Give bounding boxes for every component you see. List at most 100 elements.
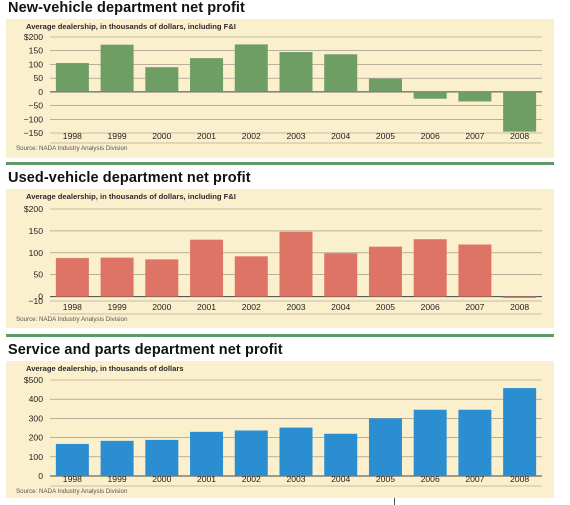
- bar: [503, 91, 537, 132]
- divider: [394, 498, 395, 505]
- x-tick-label: 2004: [331, 302, 350, 312]
- bar: [55, 443, 89, 476]
- bar: [324, 433, 358, 476]
- bar: [55, 258, 89, 297]
- x-tick-label: 2002: [242, 302, 261, 312]
- bar: [368, 246, 402, 297]
- x-tick-label: 2007: [465, 302, 484, 312]
- service-parts-chart: Average dealership, in thousands of doll…: [16, 364, 542, 495]
- chart-title: Used-vehicle department net profit: [8, 170, 251, 186]
- y-tick-label: 150: [29, 226, 44, 236]
- bar: [503, 388, 537, 476]
- bar: [368, 418, 402, 476]
- y-tick-label: 300: [29, 413, 44, 423]
- y-tick-label: 100: [29, 248, 44, 258]
- y-tick-label: $200: [24, 32, 43, 42]
- x-tick-label: 2001: [197, 474, 216, 484]
- x-tick-label: 2000: [152, 302, 171, 312]
- y-tick-label: 0: [38, 292, 43, 302]
- x-tick-label: 2005: [376, 131, 395, 141]
- source-note: Source: NADA Industry Analysis Division: [16, 316, 128, 323]
- bar: [190, 58, 224, 92]
- separator-line: [6, 162, 554, 165]
- y-tick-label: −50: [28, 101, 43, 111]
- bar: [190, 239, 224, 297]
- bar: [458, 409, 492, 476]
- bar: [368, 78, 402, 92]
- y-tick-label: −100: [24, 114, 44, 124]
- x-tick-label: 2006: [421, 474, 440, 484]
- x-tick-label: 1998: [63, 302, 82, 312]
- y-tick-label: $200: [24, 204, 43, 214]
- bar: [100, 440, 134, 476]
- y-tick-label: 400: [29, 394, 44, 404]
- bar: [55, 63, 89, 92]
- y-tick-label: 150: [29, 46, 44, 56]
- x-tick-label: 1999: [108, 474, 127, 484]
- bar: [234, 256, 268, 297]
- y-tick-label: 50: [33, 270, 43, 280]
- x-tick-label: 2006: [421, 302, 440, 312]
- service-parts-panel: Service and parts department net profit …: [6, 342, 554, 498]
- x-tick-label: 1999: [108, 131, 127, 141]
- y-tick-label: −10: [28, 296, 43, 306]
- x-tick-label: 2001: [197, 302, 216, 312]
- x-tick-label: 2006: [421, 131, 440, 141]
- bar: [234, 44, 268, 92]
- used-vehicle-panel: Used-vehicle department net profit Avera…: [6, 170, 554, 330]
- x-tick-label: 2007: [465, 131, 484, 141]
- y-tick-label: 200: [29, 433, 44, 443]
- x-tick-label: 1998: [63, 474, 82, 484]
- y-tick-label: 0: [38, 471, 43, 481]
- x-tick-label: 2003: [286, 474, 305, 484]
- x-tick-label: 2007: [465, 474, 484, 484]
- chart-title: Service and parts department net profit: [8, 342, 283, 358]
- bar: [145, 439, 179, 476]
- chart-subtitle: Average dealership, in thousands of doll…: [26, 22, 236, 31]
- bar: [145, 259, 179, 297]
- bar: [279, 52, 313, 92]
- y-tick-label: −150: [24, 128, 44, 138]
- bar: [324, 54, 358, 92]
- chart-area: Average dealership, in thousands of doll…: [6, 189, 554, 328]
- x-tick-label: 2000: [152, 474, 171, 484]
- bar: [279, 427, 313, 476]
- x-tick-label: 2003: [286, 131, 305, 141]
- bar: [458, 244, 492, 297]
- x-tick-label: 2004: [331, 131, 350, 141]
- y-tick-label: 100: [29, 452, 44, 462]
- x-tick-label: 2002: [242, 131, 261, 141]
- chart-area: Average dealership, in thousands of doll…: [6, 19, 554, 158]
- x-tick-label: 2005: [376, 302, 395, 312]
- separator-line: [6, 334, 554, 337]
- x-tick-label: 2008: [510, 302, 529, 312]
- bar: [279, 231, 313, 297]
- chart-area: Average dealership, in thousands of doll…: [6, 361, 554, 498]
- bar: [413, 409, 447, 476]
- bar: [190, 431, 224, 476]
- x-tick-label: 1999: [108, 302, 127, 312]
- bar: [458, 91, 492, 102]
- bar: [234, 430, 268, 476]
- bar: [145, 67, 179, 92]
- x-tick-label: 2008: [510, 131, 529, 141]
- x-tick-label: 2003: [286, 302, 305, 312]
- chart-subtitle: Average dealership, in thousands of doll…: [26, 364, 184, 373]
- bar: [503, 296, 537, 298]
- bar: [413, 239, 447, 297]
- x-tick-label: 2000: [152, 131, 171, 141]
- y-tick-label: 100: [29, 59, 44, 69]
- x-tick-label: 2004: [331, 474, 350, 484]
- bar: [100, 44, 134, 92]
- source-note: Source: NADA Industry Analysis Division: [16, 488, 128, 495]
- x-tick-label: 2001: [197, 131, 216, 141]
- used-vehicle-chart: Average dealership, in thousands of doll…: [16, 192, 542, 323]
- y-tick-label: 50: [33, 73, 43, 83]
- chart-title: New-vehicle department net profit: [8, 0, 245, 16]
- x-tick-label: 1998: [63, 131, 82, 141]
- bar: [324, 253, 358, 297]
- y-tick-label: $500: [24, 375, 43, 385]
- x-tick-label: 2002: [242, 474, 261, 484]
- y-tick-label: 0: [38, 87, 43, 97]
- chart-subtitle: Average dealership, in thousands of doll…: [26, 192, 236, 201]
